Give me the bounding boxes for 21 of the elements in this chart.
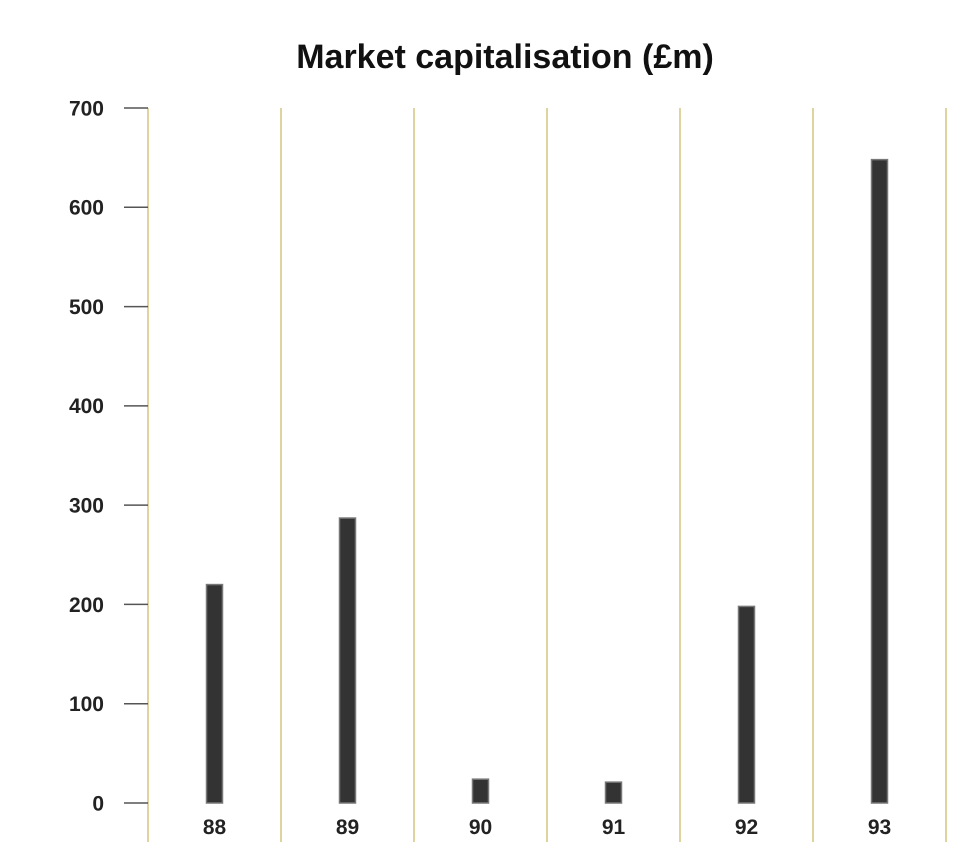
x-tick-label: 88 bbox=[202, 816, 226, 839]
y-tick-label: 300 bbox=[68, 494, 104, 518]
x-tick-label: 92 bbox=[734, 816, 758, 839]
y-tick-label: 0 bbox=[92, 792, 104, 816]
y-tick-label: 600 bbox=[68, 196, 104, 220]
y-tick-label: 700 bbox=[68, 97, 104, 120]
bar bbox=[472, 778, 490, 804]
x-tick-label: 90 bbox=[468, 816, 492, 839]
bar bbox=[206, 584, 224, 804]
y-tick-label: 100 bbox=[68, 693, 104, 716]
bar bbox=[870, 158, 888, 804]
x-tick-label: 89 bbox=[336, 816, 360, 839]
y-tick-label: 200 bbox=[68, 594, 104, 617]
bar bbox=[338, 517, 356, 804]
chart-title: Market capitalisation (£m) bbox=[296, 38, 714, 76]
y-tick-label: 500 bbox=[68, 296, 104, 319]
bar bbox=[604, 781, 622, 804]
y-tick-label: 400 bbox=[68, 395, 104, 418]
bar bbox=[738, 606, 756, 804]
x-tick-label: 91 bbox=[602, 816, 626, 839]
x-tick-label: 93 bbox=[868, 816, 892, 839]
